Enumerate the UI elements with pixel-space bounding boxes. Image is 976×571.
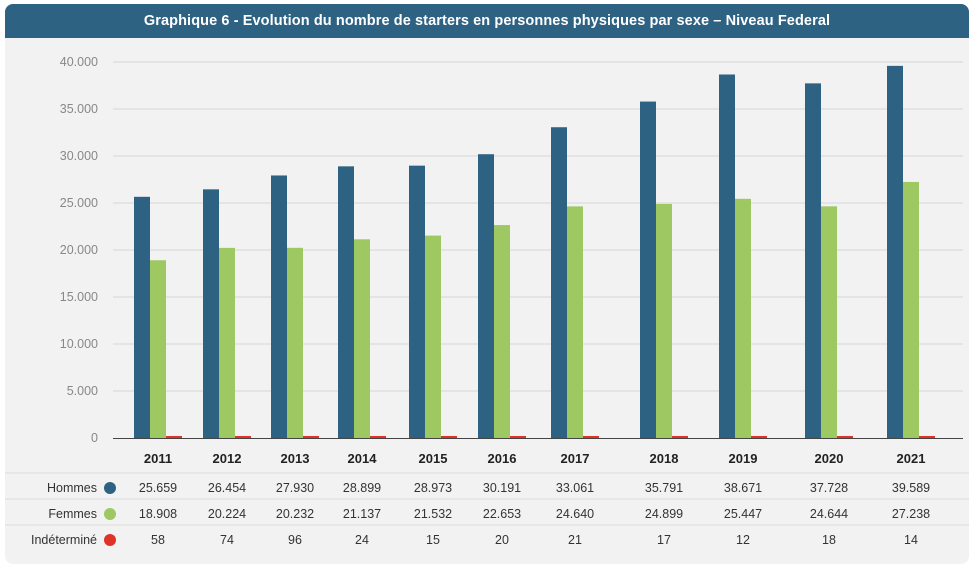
- data-label-indetermine: 96: [288, 533, 302, 547]
- bar-femmes: [425, 235, 441, 438]
- bar-indetermine: [166, 436, 182, 438]
- bar-indetermine: [919, 436, 935, 438]
- data-label-femmes: 20.232: [276, 507, 314, 521]
- bar-indetermine: [751, 436, 767, 438]
- chart-title: Graphique 6 - Evolution du nombre de sta…: [5, 4, 969, 38]
- bar-hommes: [887, 65, 903, 438]
- y-tick-label: 0: [91, 431, 98, 445]
- year-label: 2018: [650, 451, 679, 466]
- bar-hommes: [719, 74, 735, 438]
- y-tick-label: 30.000: [60, 149, 98, 163]
- data-label-femmes: 24.899: [645, 507, 683, 521]
- bar-femmes: [287, 247, 303, 438]
- data-label-femmes: 22.653: [483, 507, 521, 521]
- year-label: 2020: [815, 451, 844, 466]
- data-label-hommes: 30.191: [483, 481, 521, 495]
- bar-hommes: [203, 189, 219, 438]
- data-label-indetermine: 21: [568, 533, 582, 547]
- data-label-indetermine: 74: [220, 533, 234, 547]
- year-label: 2015: [419, 451, 448, 466]
- bar-hommes: [271, 175, 287, 438]
- data-label-femmes: 27.238: [892, 507, 930, 521]
- bar-femmes: [494, 225, 510, 438]
- bar-hommes: [338, 166, 354, 438]
- y-tick-label: 5.000: [67, 384, 98, 398]
- data-label-hommes: 28.899: [343, 481, 381, 495]
- year-label: 2012: [213, 451, 242, 466]
- bar-indetermine: [583, 436, 599, 438]
- data-label-hommes: 39.589: [892, 481, 930, 495]
- year-label: 2017: [561, 451, 590, 466]
- bar-hommes: [478, 154, 494, 439]
- bar-femmes: [903, 181, 919, 438]
- year-label: 2014: [348, 451, 378, 466]
- y-tick-label: 10.000: [60, 337, 98, 351]
- bar-indetermine: [672, 436, 688, 438]
- data-label-hommes: 35.791: [645, 481, 683, 495]
- data-label-hommes: 26.454: [208, 481, 246, 495]
- data-label-femmes: 25.447: [724, 507, 762, 521]
- bar-indetermine: [837, 436, 853, 438]
- y-tick-label: 20.000: [60, 243, 98, 257]
- data-label-femmes: 21.137: [343, 507, 381, 521]
- data-label-femmes: 24.640: [556, 507, 594, 521]
- bar-femmes: [567, 206, 583, 438]
- bar-femmes: [219, 247, 235, 438]
- data-label-indetermine: 20: [495, 533, 509, 547]
- bar-femmes: [354, 239, 370, 438]
- legend-label-indetermine: Indéterminé: [31, 533, 97, 547]
- bar-hommes: [805, 83, 821, 438]
- bar-hommes: [134, 196, 150, 438]
- bar-indetermine: [510, 436, 526, 438]
- data-label-hommes: 33.061: [556, 481, 594, 495]
- year-label: 2016: [488, 451, 517, 466]
- data-label-hommes: 38.671: [724, 481, 762, 495]
- legend-label-hommes: Hommes: [47, 481, 97, 495]
- y-tick-label: 35.000: [60, 102, 98, 116]
- data-label-hommes: 25.659: [139, 481, 177, 495]
- bar-hommes: [551, 127, 567, 439]
- data-label-hommes: 27.930: [276, 481, 314, 495]
- year-label: 2019: [729, 451, 758, 466]
- data-label-hommes: 37.728: [810, 481, 848, 495]
- bar-femmes: [656, 203, 672, 438]
- bar-hommes: [409, 165, 425, 438]
- data-label-indetermine: 12: [736, 533, 750, 547]
- data-label-femmes: 24.644: [810, 507, 848, 521]
- y-tick-label: 40.000: [60, 55, 98, 69]
- data-label-femmes: 18.908: [139, 507, 177, 521]
- bar-indetermine: [303, 436, 319, 438]
- y-tick-label: 15.000: [60, 290, 98, 304]
- bar-femmes: [150, 260, 166, 438]
- chart-panel: Graphique 6 - Evolution du nombre de sta…: [5, 4, 969, 564]
- data-label-femmes: 21.532: [414, 507, 452, 521]
- bar-chart: 0 5.000 10.000 15.000 20.000 25.000 30.000 35.0…: [5, 55, 969, 547]
- legend-label-femmes: Femmes: [48, 507, 97, 521]
- legend-marker-femmes: [104, 508, 116, 520]
- data-label-femmes: 20.224: [208, 507, 246, 521]
- year-label: 2013: [281, 451, 310, 466]
- legend-marker-indetermine: [104, 534, 116, 546]
- year-label: 2011: [144, 451, 172, 466]
- data-label-indetermine: 18: [822, 533, 836, 547]
- year-label: 2021: [897, 451, 926, 466]
- data-label-hommes: 28.973: [414, 481, 452, 495]
- y-tick-label: 25.000: [60, 196, 98, 210]
- bar-indetermine: [441, 436, 457, 438]
- bar-hommes: [640, 101, 656, 438]
- data-label-indetermine: 14: [904, 533, 918, 547]
- legend-marker-hommes: [104, 482, 116, 494]
- bar-indetermine: [235, 436, 251, 438]
- bar-femmes: [821, 206, 837, 438]
- bar-indetermine: [370, 436, 386, 438]
- bar-femmes: [735, 198, 751, 438]
- data-label-indetermine: 15: [426, 533, 440, 547]
- data-label-indetermine: 17: [657, 533, 671, 547]
- data-label-indetermine: 58: [151, 533, 165, 547]
- data-label-indetermine: 24: [355, 533, 369, 547]
